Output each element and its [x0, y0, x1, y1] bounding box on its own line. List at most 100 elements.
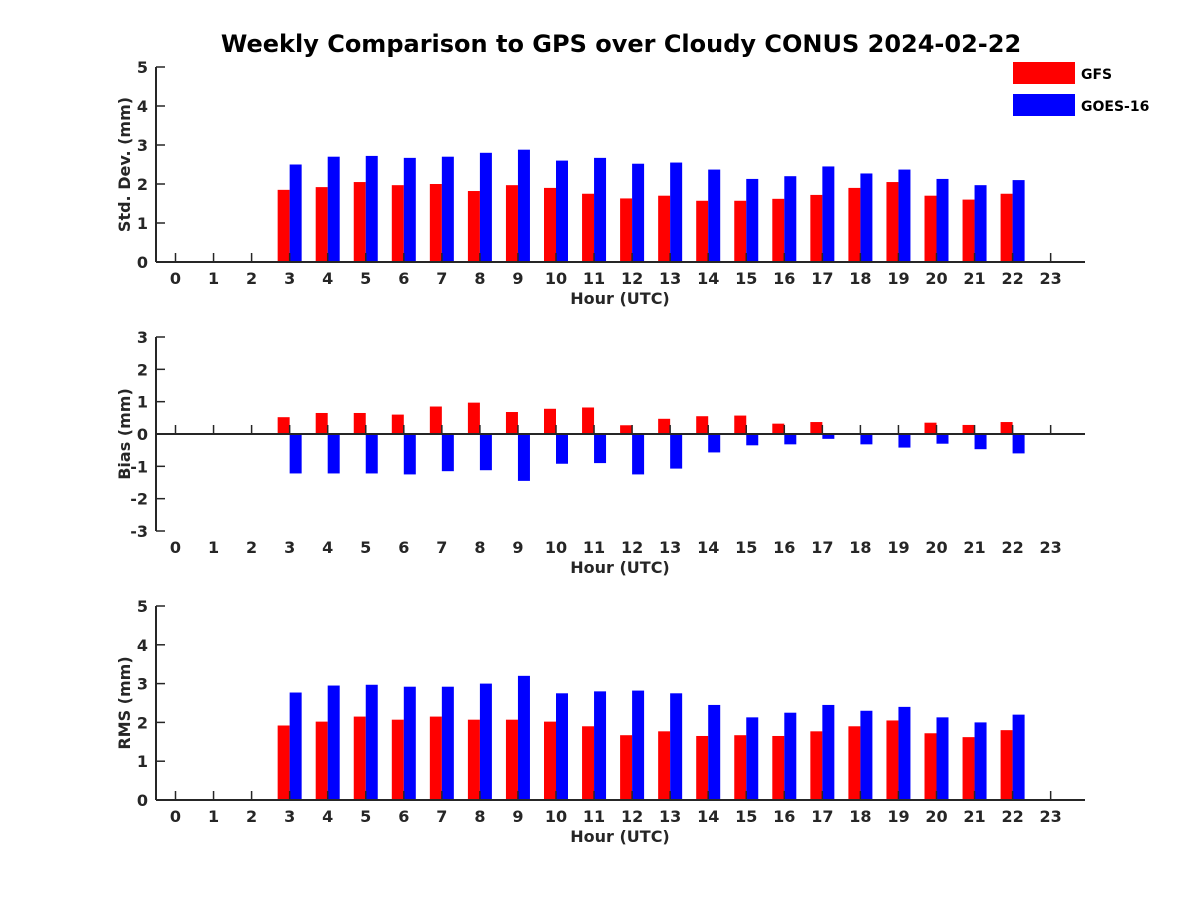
x-tick-label: 15 [735, 807, 757, 826]
x-tick-label: 9 [512, 538, 523, 557]
bar-goes-16-hour-4 [327, 685, 340, 800]
bar-gfs-hour-11 [582, 407, 595, 434]
x-tick-label: 5 [360, 269, 371, 288]
x-tick-label: 19 [887, 538, 909, 557]
bar-gfs-hour-11 [582, 193, 595, 262]
y-tick-label: 3 [137, 675, 148, 694]
bar-gfs-hour-4 [315, 187, 328, 262]
bar-gfs-hour-6 [391, 719, 404, 800]
x-tick-label: 0 [170, 269, 181, 288]
bar-goes-16-hour-14 [708, 434, 721, 453]
x-tick-label: 1 [208, 269, 219, 288]
y-tick-label: 1 [137, 214, 148, 233]
bar-goes-16-hour-16 [784, 176, 797, 262]
x-tick-label: 14 [697, 807, 719, 826]
bar-goes-16-hour-12 [632, 690, 645, 800]
x-tick-label: 22 [1001, 269, 1023, 288]
bar-gfs-hour-8 [467, 402, 480, 434]
x-tick-label: 21 [963, 807, 985, 826]
y-tick-label: -1 [130, 457, 148, 476]
x-tick-label: 16 [773, 538, 795, 557]
bar-gfs-hour-17 [810, 731, 823, 800]
x-tick-label: 8 [474, 807, 485, 826]
bar-goes-16-hour-16 [784, 712, 797, 800]
x-tick-label: 13 [659, 807, 681, 826]
bar-gfs-hour-3 [277, 725, 290, 800]
x-tick-label: 22 [1001, 807, 1023, 826]
bar-goes-16-hour-12 [632, 163, 645, 262]
x-tick-label: 20 [925, 807, 947, 826]
x-tick-label: 10 [545, 807, 567, 826]
y-axis-title: Bias (mm) [115, 388, 134, 480]
bar-gfs-hour-15 [734, 735, 747, 800]
bar-goes-16-hour-22 [1012, 714, 1025, 800]
bar-gfs-hour-18 [848, 187, 861, 262]
bar-goes-16-hour-18 [860, 434, 873, 445]
x-tick-label: 21 [963, 269, 985, 288]
bar-gfs-hour-14 [696, 416, 709, 434]
x-tick-label: 21 [963, 538, 985, 557]
x-tick-label: 11 [583, 807, 605, 826]
y-axis-title: RMS (mm) [115, 656, 134, 749]
bar-goes-16-hour-18 [860, 173, 873, 262]
x-tick-label: 20 [925, 269, 947, 288]
x-tick-label: 6 [398, 807, 409, 826]
bar-gfs-hour-14 [696, 735, 709, 800]
bar-goes-16-hour-5 [365, 155, 378, 262]
x-tick-label: 17 [811, 538, 833, 557]
bar-goes-16-hour-19 [898, 169, 911, 262]
bar-goes-16-hour-8 [479, 434, 492, 471]
x-tick-label: 12 [621, 807, 643, 826]
bar-gfs-hour-10 [544, 187, 556, 262]
bar-gfs-hour-4 [315, 412, 328, 434]
bar-goes-16-hour-17 [822, 704, 835, 800]
x-tick-label: 12 [621, 269, 643, 288]
x-tick-label: 2 [246, 807, 257, 826]
x-tick-label: 20 [925, 538, 947, 557]
bar-gfs-hour-12 [620, 425, 633, 434]
bar-goes-16-hour-14 [708, 169, 721, 262]
x-tick-label: 6 [398, 538, 409, 557]
x-tick-label: 4 [322, 807, 333, 826]
x-tick-label: 5 [360, 807, 371, 826]
x-tick-label: 4 [322, 269, 333, 288]
x-tick-label: 18 [849, 807, 871, 826]
x-tick-label: 0 [170, 538, 181, 557]
bar-goes-16-hour-4 [327, 434, 340, 474]
x-tick-label: 10 [545, 269, 567, 288]
bar-goes-16-hour-21 [974, 185, 987, 262]
bar-gfs-hour-8 [467, 719, 480, 800]
x-tick-label: 5 [360, 538, 371, 557]
x-tick-label: 23 [1040, 269, 1062, 288]
bar-gfs-hour-5 [353, 716, 366, 800]
x-tick-label: 9 [512, 269, 523, 288]
y-tick-label: 2 [137, 713, 148, 732]
bar-gfs-hour-10 [544, 721, 556, 800]
page-title: Weekly Comparison to GPS over Cloudy CON… [220, 30, 1022, 58]
bar-goes-16-hour-4 [327, 156, 340, 262]
bar-gfs-hour-20 [924, 422, 937, 434]
y-tick-label: 5 [137, 597, 148, 616]
bar-goes-16-hour-3 [289, 692, 302, 800]
y-tick-label: 2 [137, 360, 148, 379]
bar-goes-16-hour-14 [708, 704, 721, 800]
bar-gfs-hour-21 [962, 199, 975, 262]
bar-goes-16-hour-19 [898, 706, 911, 800]
x-tick-label: 16 [773, 269, 795, 288]
bar-gfs-hour-18 [848, 726, 861, 800]
bar-goes-16-hour-10 [556, 434, 568, 464]
bar-goes-16-hour-22 [1012, 180, 1025, 262]
x-tick-label: 8 [474, 538, 485, 557]
x-tick-label: 14 [697, 269, 719, 288]
x-tick-label: 10 [545, 538, 567, 557]
bar-gfs-hour-15 [734, 200, 747, 262]
x-tick-label: 18 [849, 269, 871, 288]
bar-gfs-hour-9 [505, 185, 518, 262]
x-tick-label: 2 [246, 538, 257, 557]
bar-goes-16-hour-5 [365, 434, 378, 474]
legend-label-gfs: GFS [1081, 67, 1112, 83]
x-tick-label: 22 [1001, 538, 1023, 557]
bar-goes-16-hour-7 [441, 686, 454, 800]
x-tick-label: 17 [811, 269, 833, 288]
